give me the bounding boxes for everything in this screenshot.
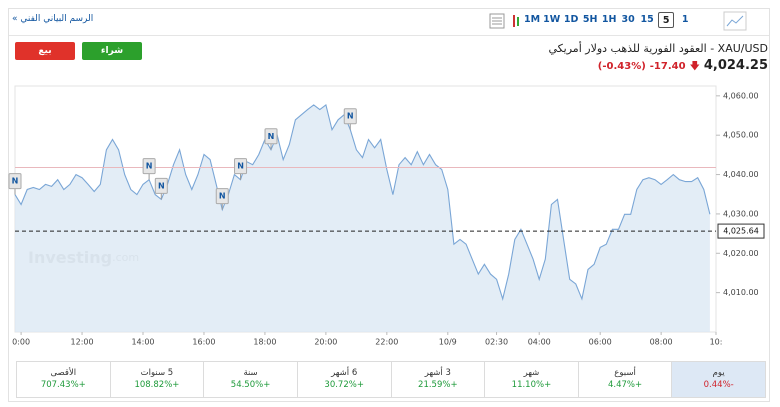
current-price-badge (717, 223, 765, 239)
news-marker-label: N (12, 177, 19, 186)
y-tick-label: 4,030.00 (723, 209, 759, 218)
performance-cell[interactable]: الأقصى +707.43% (17, 362, 110, 397)
interval-button[interactable]: 1D (563, 14, 579, 25)
news-marker (264, 128, 278, 145)
news-marker-label: N (268, 132, 275, 141)
period-change: +11.10% (511, 380, 552, 390)
x-tick-label: 20:00 (314, 338, 337, 347)
period-label: أسبوع (614, 368, 636, 378)
performance-cell[interactable]: 6 أشهر +30.72% (296, 362, 391, 397)
x-tick-label: 12:00 (71, 338, 94, 347)
change-percent: (-0.43%) (597, 61, 646, 72)
news-marker (343, 108, 357, 125)
performance-cell[interactable]: شهر +11.10% (484, 362, 578, 397)
period-label: 6 أشهر (331, 368, 358, 378)
interval-button[interactable]: 1H (601, 14, 617, 25)
x-tick-label: 08:00 (650, 338, 673, 347)
period-label: شهر (523, 368, 540, 378)
interval-button[interactable]: 5H (582, 14, 598, 25)
y-tick-label: 4,020.00 (723, 249, 759, 258)
y-tick-label: 4,010.00 (723, 288, 759, 297)
x-tick-label: 22:00 (375, 338, 398, 347)
interval-bar: 1M 1W 1D 5H 1H 30 15 5 1 (524, 12, 693, 28)
news-marker (234, 158, 248, 175)
divider (9, 35, 769, 36)
price-line (14, 103, 711, 301)
period-change: +54.50% (230, 380, 271, 390)
frame (8, 8, 770, 402)
news-marker (154, 177, 168, 194)
interval-button[interactable]: 30 (621, 14, 635, 25)
interval-button[interactable]: 1 (681, 14, 689, 25)
x-tick-label: 02:30 (485, 338, 508, 347)
period-label: سنة (243, 368, 258, 378)
period-change: +30.72% (324, 380, 364, 390)
technical-chart-link[interactable]: الرسم البياني الفني » (12, 14, 94, 24)
performance-cell[interactable]: أسبوع +4.47% (577, 362, 672, 397)
interval-button[interactable]: 1M (524, 14, 541, 25)
period-change: -0.44% (703, 380, 734, 390)
interval-button[interactable]: 15 (640, 14, 654, 25)
period-change: +108.82% (134, 380, 180, 390)
x-tick-label: 14:00 (131, 338, 154, 347)
instrument-title: XAU/USD - العقود الفورية للذهب دولار أمر… (548, 42, 768, 55)
news-marker-label: N (158, 181, 165, 190)
area (15, 104, 710, 333)
down-arrow: 🡇 (689, 61, 700, 72)
buy-button[interactable]: شراء (82, 42, 142, 60)
interval-button[interactable]: 1W (543, 14, 561, 25)
news-marker-label: N (347, 112, 354, 121)
x-tick-label: 06:00 (589, 338, 612, 347)
period-change: +4.47% (607, 380, 643, 390)
news-marker (142, 158, 156, 175)
x-tick-label: 18:00 (253, 338, 276, 347)
performance-cell[interactable]: 5 سنوات +108.82% (109, 362, 204, 397)
period-label: الأقصى (50, 368, 77, 378)
x-tick-label: 04:00 (528, 338, 551, 347)
current-price-label: 4,025.64 (723, 227, 759, 236)
news-marker (8, 173, 22, 190)
performance-cell[interactable]: سنة +54.50% (203, 362, 297, 397)
news-marker-label: N (237, 162, 244, 171)
period-label: 3 أشهر (424, 368, 451, 378)
news-marker (215, 188, 229, 205)
period-change: +21.59% (418, 380, 458, 390)
table-icon[interactable] (489, 13, 505, 29)
x-tick-label: 10: (710, 338, 723, 347)
performance-cell[interactable]: 3 أشهر +21.59% (390, 362, 485, 397)
x-tick-label: 16:00 (192, 338, 215, 347)
x-tick-label: 0:00 (12, 338, 30, 347)
x-tick-label: 10/9 (439, 338, 457, 347)
y-tick-label: 4,050.00 (723, 131, 759, 140)
period-change: +707.43% (40, 380, 86, 390)
news-marker-label: N (219, 192, 226, 201)
performance-cell[interactable]: يوم -0.44% (671, 362, 765, 397)
sell-button[interactable]: بيع (15, 42, 75, 60)
period-label: يوم (712, 368, 725, 378)
period-label: 5 سنوات (140, 368, 174, 378)
y-tick-label: 4,040.00 (723, 170, 759, 179)
chart-type-icon[interactable] (723, 11, 747, 31)
price-line: 4,024.25 🡇 -17.40 (-0.43%) (598, 58, 768, 76)
price: 4,024.25 (703, 58, 768, 73)
interval-button[interactable]: 5 (658, 12, 675, 28)
performance-table: يوم -0.44% أسبوع +4.47% شهر +11.10% 3 أشهر +21.… (16, 361, 766, 398)
news-marker-label: N (146, 162, 153, 171)
y-tick-label: 4,060.00 (723, 91, 759, 100)
change: -17.40 (649, 61, 686, 72)
